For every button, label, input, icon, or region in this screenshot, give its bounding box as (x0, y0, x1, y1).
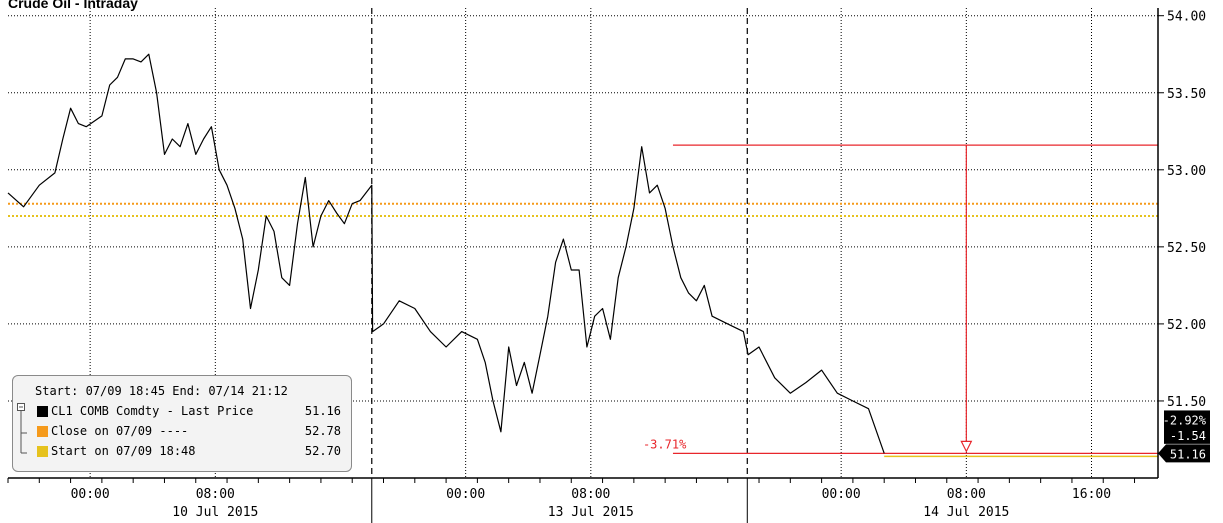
legend-swatch-orange (37, 426, 48, 437)
price-series (7, 53, 885, 454)
right-labels: -2.92% -1.54 51.16 (1158, 410, 1210, 463)
y-tick-label: 51.50 (1167, 395, 1206, 410)
right-label: -1.54 (1164, 425, 1210, 444)
legend-swatch-yellow (37, 446, 48, 457)
right-label-text: 51.16 (1170, 447, 1206, 461)
x-tick-label: 08:00 (196, 487, 235, 502)
grid-lines (8, 8, 1158, 478)
x-tick-label: 00:00 (446, 487, 485, 502)
y-tick-label: 52.50 (1167, 241, 1206, 256)
y-tick-label: 54.00 (1167, 10, 1206, 25)
right-label-text: -2.92% (1163, 413, 1207, 427)
change-annotation: -3.71% (643, 144, 1158, 458)
x-tick-label: 00:00 (822, 487, 861, 502)
date-label: 10 Jul 2015 (172, 505, 258, 520)
legend-box: Start: 07/09 18:45 End: 07/14 21:12 CL1 … (12, 375, 352, 472)
last-price-tag (1158, 444, 1210, 463)
legend-label: Start on 07/09 18:48 (51, 444, 196, 458)
label-box (1164, 410, 1210, 429)
x-tick-label: 16:00 (1072, 487, 1111, 502)
date-label: 14 Jul 2015 (923, 505, 1009, 520)
chart-title: Crude Oil - Intraday (8, 0, 138, 11)
axes (7, 8, 1164, 483)
legend-label: Close on 07/09 ---- (51, 424, 189, 438)
legend-header: Start: 07/09 18:45 End: 07/14 21:12 (35, 384, 288, 398)
right-label: -2.92% (1163, 410, 1210, 429)
legend-row-last-price: CL1 COMB Comdty - Last Price 51.16 (37, 404, 347, 420)
y-tick-label: 52.00 (1167, 318, 1206, 333)
annotation-label: -3.71% (643, 437, 687, 451)
date-label: 13 Jul 2015 (548, 505, 634, 520)
legend-label: CL1 COMB Comdty - Last Price (51, 404, 254, 418)
price-line (7, 53, 885, 454)
legend-swatch-black (37, 406, 48, 417)
legend-value: 51.16 (304, 404, 341, 418)
legend-value: 52.78 (304, 424, 341, 438)
y-tick-label: 53.00 (1167, 164, 1206, 179)
x-tick-label: 08:00 (571, 487, 610, 502)
annotation-arrow-head (960, 440, 973, 453)
x-tick-label: 08:00 (947, 487, 986, 502)
label-box (1164, 425, 1210, 444)
legend-row-close: Close on 07/09 ---- 52.78 (37, 424, 347, 440)
right-label-text: -1.54 (1170, 429, 1206, 443)
legend-row-start: Start on 07/09 18:48 52.70 (37, 444, 347, 460)
reference-lines (8, 202, 1158, 218)
x-tick-label: 00:00 (71, 487, 110, 502)
y-tick-label: 53.50 (1167, 87, 1206, 102)
right-label: 51.16 (1158, 444, 1210, 463)
tick-labels: 54.00 53.50 53.00 52.50 52.00 51.50 00:00 08:00… (71, 10, 1207, 520)
legend-value: 52.70 (304, 444, 341, 458)
legend-tree-icon (17, 403, 27, 454)
session-breaks (371, 8, 748, 523)
